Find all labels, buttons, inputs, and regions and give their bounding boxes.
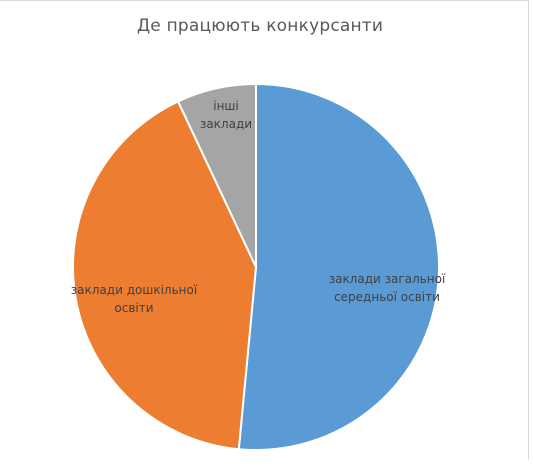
slice-label-2: інші заклади [200, 99, 252, 131]
chart-frame-top [0, 0, 528, 1]
slice-label-0: заклади загальної середньої освіти [329, 272, 446, 304]
pie-slice-1 [72, 100, 258, 451]
chart-title: Де працюють конкурсанти [136, 16, 384, 36]
pie-slice-2 [176, 82, 257, 268]
slice-label-1: заклади дошкільної освіти [71, 283, 198, 315]
chart-frame-right [528, 0, 529, 460]
pie-slice-0 [237, 82, 440, 451]
